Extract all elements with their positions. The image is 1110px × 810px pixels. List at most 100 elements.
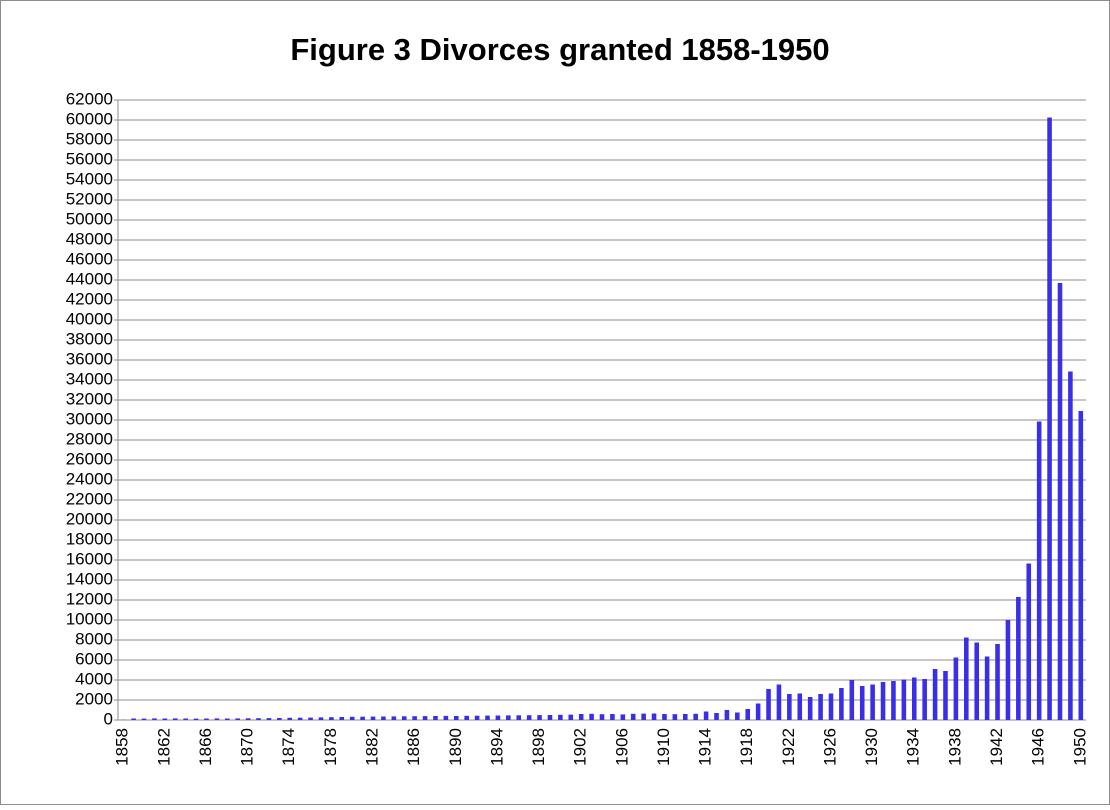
bar <box>287 718 292 720</box>
bar <box>568 715 573 720</box>
y-tick-label: 46000 <box>66 249 113 268</box>
x-tick-label: 1866 <box>196 728 215 766</box>
bar <box>1079 411 1084 720</box>
bar <box>527 715 532 720</box>
bar <box>641 714 646 720</box>
bar <box>246 718 251 720</box>
x-tick-label: 1946 <box>1029 728 1048 766</box>
bar <box>610 714 615 720</box>
bar <box>787 694 792 720</box>
y-tick-label: 32000 <box>66 389 113 408</box>
bar <box>631 714 636 720</box>
x-tick-label: 1890 <box>446 728 465 766</box>
bar <box>537 715 542 720</box>
bar <box>485 716 490 720</box>
bar <box>777 685 782 721</box>
bar <box>673 714 678 720</box>
bar <box>475 716 480 720</box>
bar <box>152 718 157 720</box>
bar <box>912 678 917 721</box>
x-tick-label: 1874 <box>279 728 298 766</box>
y-tick-label: 42000 <box>66 289 113 308</box>
x-tick-label: 1878 <box>321 728 340 766</box>
bar <box>954 658 959 721</box>
bar <box>839 688 844 720</box>
bar <box>693 714 698 720</box>
bar <box>298 718 303 720</box>
y-tick-label: 38000 <box>66 329 113 348</box>
bar <box>308 718 313 720</box>
y-tick-label: 30000 <box>66 409 113 428</box>
x-tick-label: 1918 <box>737 728 756 766</box>
bar <box>714 713 719 720</box>
x-tick-label: 1914 <box>696 728 715 766</box>
x-tick-label: 1930 <box>862 728 881 766</box>
y-tick-label: 44000 <box>66 269 113 288</box>
bar <box>204 719 209 721</box>
bar <box>516 715 521 720</box>
x-tick-label: 1870 <box>238 728 257 766</box>
bar <box>964 638 969 721</box>
y-tick-label: 60000 <box>66 109 113 128</box>
x-tick-label: 1902 <box>571 728 590 766</box>
y-tick-label: 56000 <box>66 149 113 168</box>
bar <box>943 671 948 720</box>
bar <box>235 718 240 720</box>
bar <box>922 679 927 720</box>
y-tick-label: 62000 <box>66 89 113 108</box>
bar <box>454 716 459 720</box>
bar <box>860 686 865 720</box>
bar <box>974 643 979 721</box>
x-tick-label: 1886 <box>404 728 423 766</box>
y-tick-label: 48000 <box>66 229 113 248</box>
bar <box>621 714 626 720</box>
bar <box>225 719 230 721</box>
x-tick-label: 1922 <box>779 728 798 766</box>
y-tick-label: 50000 <box>66 209 113 228</box>
bar <box>902 680 907 721</box>
y-tick-label: 36000 <box>66 349 113 368</box>
bar <box>881 682 886 720</box>
bar <box>1026 564 1031 721</box>
bar <box>818 694 823 720</box>
bar <box>267 718 272 720</box>
y-tick-label: 40000 <box>66 309 113 328</box>
y-tick-label: 8000 <box>75 629 113 648</box>
bar <box>725 710 730 720</box>
bar <box>579 714 584 720</box>
bar <box>163 719 168 721</box>
bar <box>662 714 667 720</box>
bar <box>995 644 1000 720</box>
bar <box>870 685 875 721</box>
chart-title: Figure 3 Divorces granted 1858-1950 <box>290 32 829 67</box>
y-tick-label: 0 <box>104 709 113 728</box>
bar <box>548 715 553 720</box>
bar <box>131 719 136 721</box>
y-tick-label: 2000 <box>75 689 113 708</box>
bar <box>891 681 896 720</box>
bar <box>215 718 220 720</box>
bar <box>371 717 376 720</box>
x-tick-label: 1942 <box>987 728 1006 766</box>
bar <box>829 694 834 721</box>
bar <box>329 717 334 720</box>
bar <box>766 689 771 720</box>
bar <box>142 719 147 720</box>
bar <box>704 712 709 721</box>
bar <box>506 715 511 720</box>
y-tick-label: 16000 <box>66 549 113 568</box>
bar <box>1006 620 1011 720</box>
bar <box>392 716 397 720</box>
bar <box>381 717 386 721</box>
bar <box>652 714 657 721</box>
y-tick-label: 10000 <box>66 609 113 628</box>
bar <box>558 715 563 720</box>
bar <box>423 716 428 720</box>
bar <box>256 718 261 720</box>
bar <box>600 714 605 720</box>
x-tick-label: 1934 <box>904 728 923 766</box>
y-tick-label: 6000 <box>75 649 113 668</box>
bar <box>1068 372 1073 721</box>
bar <box>756 704 761 721</box>
